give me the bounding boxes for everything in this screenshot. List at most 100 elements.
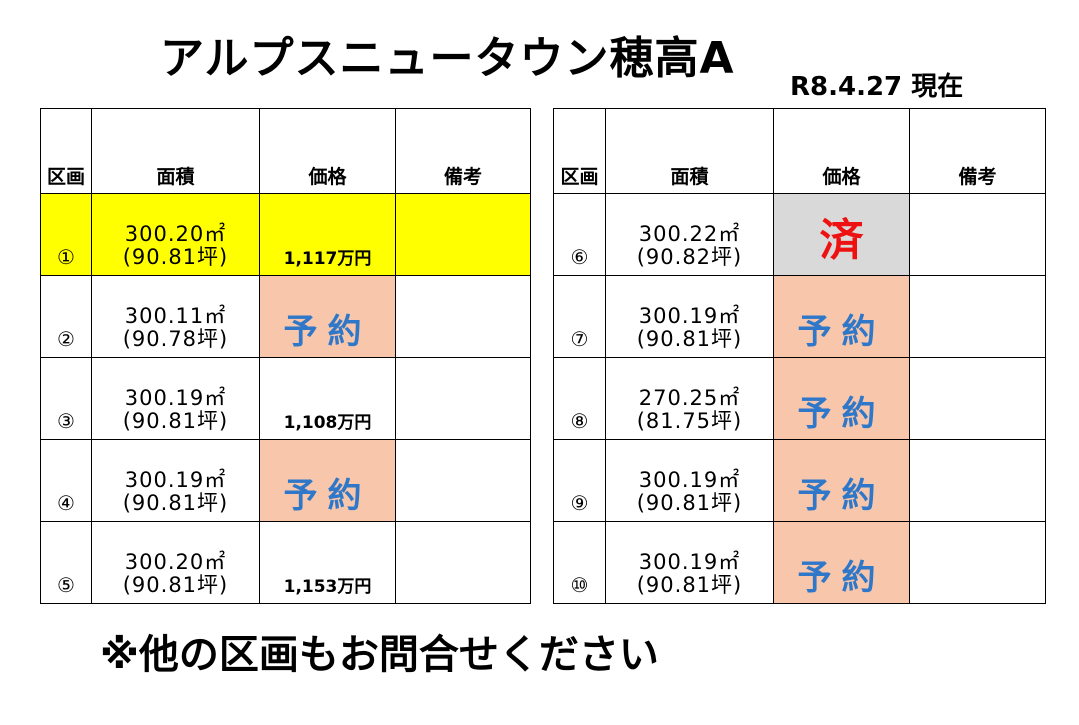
- area-value: 300.19㎡ (90.81坪): [92, 469, 259, 521]
- table-row: ④ 300.19㎡ (90.81坪) 予約: [40, 439, 531, 522]
- as-of-date: R8.4.27 現在: [790, 72, 964, 102]
- area-sqm: 300.19㎡: [638, 550, 741, 574]
- price-cell: 予約: [773, 357, 910, 440]
- table-row: ⑩ 300.19㎡ (90.81坪) 予約: [553, 521, 1046, 604]
- header-lot: 区画: [553, 108, 606, 194]
- area-sqm: 300.19㎡: [124, 468, 227, 492]
- lot-number: ⑦: [570, 327, 589, 351]
- price-cell: 1,108万円: [259, 357, 396, 440]
- lot-number-cell: ②: [40, 275, 92, 358]
- area-tsubo: (81.75坪): [636, 409, 743, 433]
- area-cell: 300.19㎡ (90.81坪): [91, 439, 260, 522]
- area-sqm: 300.22㎡: [638, 222, 741, 246]
- header-notes: 備考: [909, 108, 1046, 194]
- area-tsubo: (90.81坪): [122, 573, 229, 597]
- notes-cell: [909, 275, 1046, 358]
- area-cell: 270.25㎡ (81.75坪): [605, 357, 774, 440]
- area-sqm: 300.20㎡: [124, 222, 227, 246]
- area-sqm: 270.25㎡: [638, 386, 741, 410]
- price-cell: 予約: [773, 275, 910, 358]
- area-value: 300.20㎡ (90.81坪): [92, 551, 259, 603]
- lot-number-cell: ⑧: [553, 357, 606, 440]
- notes-cell: [395, 275, 531, 358]
- area-cell: 300.22㎡ (90.82坪): [605, 193, 774, 276]
- area-sqm: 300.11㎡: [124, 304, 227, 328]
- lot-table-left: 区画 面積 価格 備考 ① 300.20㎡ (90.81坪) 1,117万円 ② 300.…: [40, 108, 531, 604]
- header-price: 価格: [259, 108, 396, 194]
- table-row: ⑤ 300.20㎡ (90.81坪) 1,153万円: [40, 521, 531, 604]
- reserved-stamp: 予約: [797, 312, 886, 352]
- lot-number: ③: [57, 409, 75, 433]
- table-row: ⑧ 270.25㎡ (81.75坪) 予約: [553, 357, 1046, 440]
- footer-note: ※他の区画もお問合せください: [100, 632, 659, 678]
- sold-stamp: 済: [819, 215, 864, 266]
- lot-number: ⑩: [570, 573, 589, 597]
- price-cell: 予約: [259, 439, 396, 522]
- area-cell: 300.19㎡ (90.81坪): [605, 439, 774, 522]
- notes-cell: [909, 357, 1046, 440]
- price-cell: 1,117万円: [259, 193, 396, 276]
- lot-number: ④: [57, 491, 75, 515]
- notes-cell: [909, 439, 1046, 522]
- price-cell: 済: [773, 193, 910, 276]
- lot-number-cell: ④: [40, 439, 92, 522]
- area-value: 300.20㎡ (90.81坪): [92, 223, 259, 275]
- notes-cell: [395, 193, 531, 276]
- area-value: 300.19㎡ (90.81坪): [606, 551, 773, 603]
- table-row: ① 300.20㎡ (90.81坪) 1,117万円: [40, 193, 531, 276]
- price-cell: 予約: [259, 275, 396, 358]
- area-value: 270.25㎡ (81.75坪): [606, 387, 773, 439]
- area-sqm: 300.19㎡: [124, 386, 227, 410]
- area-value: 300.11㎡ (90.78坪): [92, 305, 259, 357]
- area-cell: 300.20㎡ (90.81坪): [91, 193, 260, 276]
- area-tsubo: (90.81坪): [636, 573, 743, 597]
- table-row: ② 300.11㎡ (90.78坪) 予約: [40, 275, 531, 358]
- area-cell: 300.11㎡ (90.78坪): [91, 275, 260, 358]
- price-cell: 予約: [773, 439, 910, 522]
- area-tsubo: (90.81坪): [122, 245, 229, 269]
- area-tsubo: (90.81坪): [636, 491, 743, 515]
- lot-number-cell: ⑤: [40, 521, 92, 604]
- table-header: 区画 面積 価格 備考: [553, 108, 1046, 194]
- area-tsubo: (90.81坪): [122, 491, 229, 515]
- reserved-stamp: 予約: [797, 558, 886, 598]
- header-area: 面積: [605, 108, 774, 194]
- lot-number: ⑥: [570, 245, 589, 269]
- area-tsubo: (90.81坪): [122, 409, 229, 433]
- price-cell: 1,153万円: [259, 521, 396, 604]
- lot-number-cell: ①: [40, 193, 92, 276]
- area-value: 300.19㎡ (90.81坪): [92, 387, 259, 439]
- table-row: ⑥ 300.22㎡ (90.82坪) 済: [553, 193, 1046, 276]
- lot-number-cell: ⑩: [553, 521, 606, 604]
- lot-number-cell: ③: [40, 357, 92, 440]
- lot-number: ②: [57, 327, 75, 351]
- price-value: 1,108万円: [283, 413, 372, 433]
- table-row: ⑦ 300.19㎡ (90.81坪) 予約: [553, 275, 1046, 358]
- area-sqm: 300.20㎡: [124, 550, 227, 574]
- price-value: 1,117万円: [283, 249, 372, 269]
- reserved-stamp: 予約: [283, 312, 372, 352]
- header-notes: 備考: [395, 108, 531, 194]
- notes-cell: [909, 521, 1046, 604]
- lot-number: ⑨: [570, 491, 589, 515]
- price-value: 1,153万円: [283, 577, 372, 597]
- page-title: アルプスニュータウン穂高A: [160, 33, 735, 84]
- area-tsubo: (90.81坪): [636, 327, 743, 351]
- header-price: 価格: [773, 108, 910, 194]
- lot-number: ⑧: [570, 409, 589, 433]
- area-cell: 300.19㎡ (90.81坪): [605, 521, 774, 604]
- area-cell: 300.19㎡ (90.81坪): [91, 357, 260, 440]
- area-sqm: 300.19㎡: [638, 468, 741, 492]
- table-row: ③ 300.19㎡ (90.81坪) 1,108万円: [40, 357, 531, 440]
- table-header: 区画 面積 価格 備考: [40, 108, 531, 194]
- lot-table-right: 区画 面積 価格 備考 ⑥ 300.22㎡ (90.82坪) 済 ⑦ 300.19㎡ (90…: [553, 108, 1046, 604]
- notes-cell: [395, 357, 531, 440]
- reserved-stamp: 予約: [283, 476, 372, 516]
- lot-number-cell: ⑨: [553, 439, 606, 522]
- lot-number: ⑤: [57, 573, 75, 597]
- reserved-stamp: 予約: [797, 394, 886, 434]
- header-area: 面積: [91, 108, 260, 194]
- reserved-stamp: 予約: [797, 476, 886, 516]
- table-row: ⑨ 300.19㎡ (90.81坪) 予約: [553, 439, 1046, 522]
- area-value: 300.22㎡ (90.82坪): [606, 223, 773, 275]
